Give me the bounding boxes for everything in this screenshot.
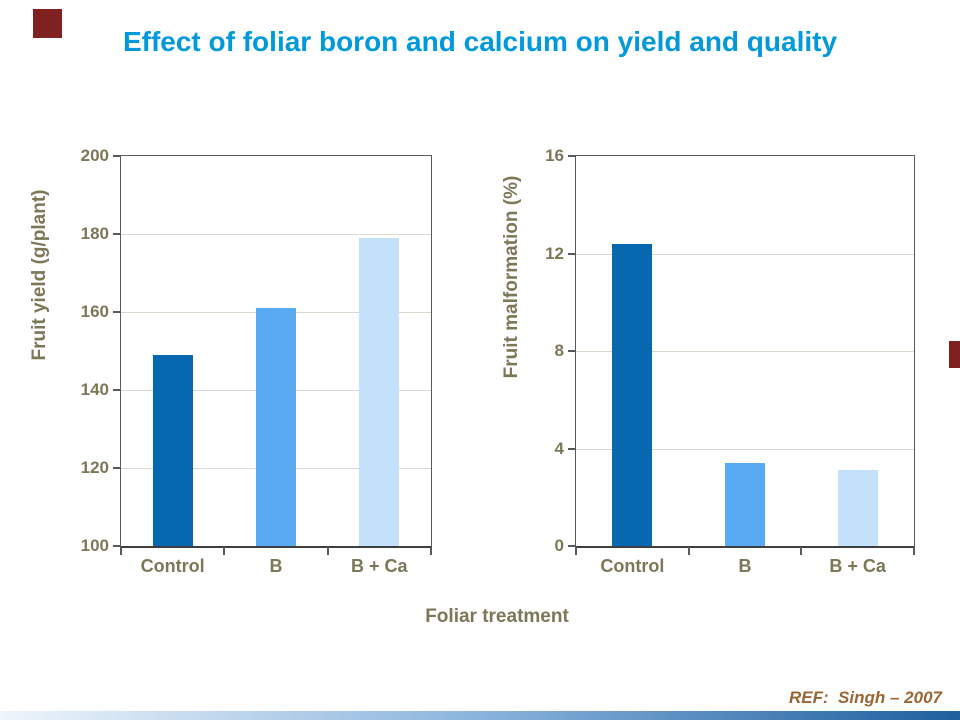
y-tick-label: 12: [545, 243, 564, 263]
y-tick-label: 16: [545, 146, 564, 165]
y-tick-label: 160: [80, 302, 109, 321]
y-tick-label: 100: [80, 536, 109, 555]
y-tick-mark: [113, 233, 121, 235]
y-tick-label: 200: [80, 146, 109, 165]
bottom-gradient-bar: [0, 711, 960, 720]
category-label-control: Control: [600, 556, 665, 576]
malformation-y-axis-label: Fruit malformation (%): [501, 175, 522, 379]
right-edge-accent-bar: [949, 341, 960, 368]
fruit-yield-chart: 100 120 140 160 180 200 Control B B + Ca: [81, 146, 432, 576]
y-tick-label: 8: [554, 341, 564, 360]
bar-b-ca: [837, 470, 878, 546]
category-label-b: B: [738, 556, 752, 576]
y-tick-mark: [568, 155, 576, 157]
category-label-b-ca: B + Ca: [829, 556, 886, 576]
y-tick-mark: [568, 350, 576, 352]
category-labels: Control B B + Ca: [576, 556, 914, 577]
x-tick-mark: [223, 547, 226, 555]
top-left-accent-square: [33, 9, 62, 38]
slide-title: Effect of foliar boron and calcium on yi…: [122, 26, 838, 57]
bar-b: [725, 463, 765, 546]
y-tick-mark: [113, 389, 121, 391]
gridline: [576, 448, 914, 450]
x-tick-mark: [120, 547, 122, 555]
bar-control: [152, 354, 193, 546]
y-tick-mark: [113, 545, 121, 547]
y-tick-label: 180: [80, 224, 109, 243]
x-tick-mark: [430, 547, 432, 555]
category-label-b: B: [269, 556, 283, 576]
y-tick-mark: [568, 447, 576, 450]
x-tick-mark: [687, 547, 690, 555]
category-label-control: Control: [140, 556, 205, 576]
gridline: [576, 253, 914, 255]
y-tick-mark: [113, 311, 121, 313]
y-tick-label: 0: [554, 536, 564, 555]
y-tick-mark: [113, 467, 121, 469]
y-tick-mark: [113, 155, 121, 157]
yield-plot-area: 100 120 140 160 180 200 Control B B + Ca: [81, 146, 432, 576]
fruit-malformation-chart: 0 4 8 12 16 Control B B + Ca: [545, 146, 915, 576]
bar-control: [612, 243, 653, 546]
x-axis-label: Foliar treatment: [425, 606, 569, 627]
reference-citation: REF: Singh – 2007: [788, 688, 942, 707]
x-tick-mark: [913, 547, 915, 555]
y-tick-label: 120: [80, 458, 109, 477]
gridline: [576, 351, 914, 352]
category-label-b-ca: B + Ca: [351, 556, 408, 576]
yield-y-axis-label: Fruit yield (g/plant): [29, 189, 50, 361]
category-labels: Control B B + Ca: [121, 556, 431, 577]
bar-b: [256, 308, 296, 546]
x-tick-mark: [326, 547, 329, 555]
bar-b-ca: [359, 237, 400, 546]
y-tick-mark: [568, 252, 576, 255]
x-tick-mark: [800, 547, 803, 555]
y-tick-label: 140: [80, 380, 109, 399]
x-tick-mark: [575, 547, 577, 555]
malformation-plot-area: 0 4 8 12 16 Control B B + Ca: [545, 146, 915, 576]
y-tick-label: 4: [554, 438, 564, 458]
y-tick-mark: [568, 545, 576, 547]
gridline: [121, 234, 431, 235]
